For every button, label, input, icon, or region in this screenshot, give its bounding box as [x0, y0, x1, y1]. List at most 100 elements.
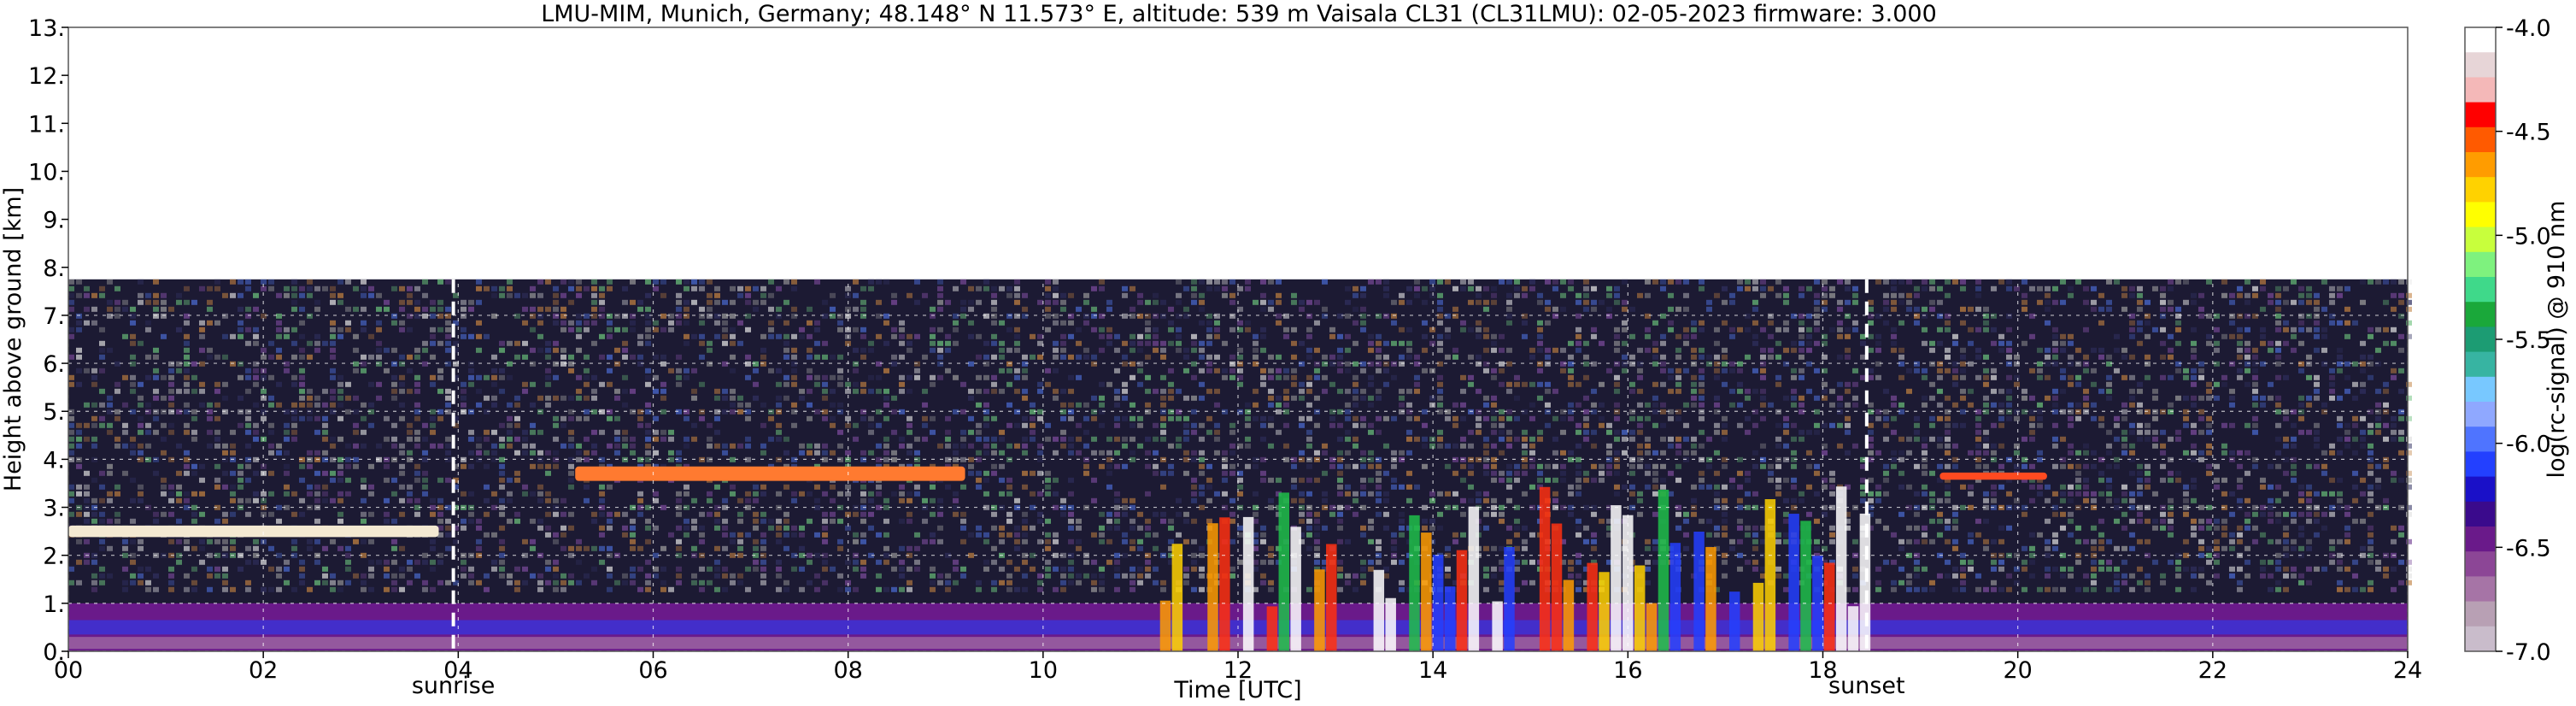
signal-cell	[468, 333, 474, 339]
signal-cell	[99, 415, 105, 421]
signal-cell	[91, 573, 97, 579]
signal-cell	[299, 477, 305, 483]
signal-cell	[376, 395, 382, 401]
signal-cell	[161, 477, 167, 483]
signal-cell	[345, 327, 351, 332]
signal-cell	[1353, 511, 1358, 517]
signal-cell	[107, 573, 113, 579]
signal-cell	[414, 313, 420, 319]
signal-cell	[261, 374, 267, 380]
signal-cell	[968, 306, 974, 312]
signal-cell	[1845, 333, 1851, 339]
signal-cell	[138, 573, 144, 579]
signal-cell	[314, 306, 320, 312]
signal-cell	[1099, 313, 1105, 319]
signal-cell	[883, 415, 889, 421]
signal-cell	[1183, 368, 1189, 374]
signal-cell	[1314, 395, 1320, 401]
signal-cell	[422, 456, 428, 462]
signal-cell	[991, 415, 997, 421]
signal-cell	[1476, 333, 1482, 339]
signal-cell	[1306, 347, 1312, 353]
signal-cell	[614, 415, 620, 421]
signal-cell	[1053, 586, 1059, 592]
signal-cell	[314, 580, 320, 585]
signal-cell	[645, 450, 651, 456]
signal-cell	[91, 381, 97, 387]
signal-cell	[1268, 279, 1274, 285]
signal-cell	[1053, 368, 1059, 374]
signal-cell	[437, 340, 443, 346]
signal-cell	[1106, 340, 1112, 346]
signal-cell	[1168, 559, 1174, 565]
signal-cell	[345, 463, 351, 469]
signal-cell	[1137, 340, 1143, 346]
signal-cell	[707, 443, 713, 449]
signal-cell	[1053, 504, 1059, 510]
signal-cell	[307, 285, 313, 291]
signal-cell	[714, 573, 720, 579]
signal-cell	[222, 381, 228, 387]
signal-cell	[253, 559, 259, 565]
signal-cell	[1237, 354, 1243, 360]
signal-cell	[1583, 340, 1589, 346]
signal-cell	[1522, 456, 1528, 462]
signal-cell	[299, 566, 305, 572]
signal-cell	[937, 285, 943, 291]
signal-cell	[1960, 559, 1966, 565]
signal-cell	[1898, 511, 1904, 517]
signal-cell	[684, 279, 689, 285]
signal-cell	[999, 347, 1005, 353]
signal-cell	[1099, 450, 1105, 456]
signal-cell	[1422, 333, 1428, 339]
signal-cell	[68, 333, 74, 339]
signal-cell	[1829, 504, 1835, 510]
signal-cell	[1037, 450, 1043, 456]
signal-cell	[291, 429, 297, 435]
signal-cell	[753, 518, 759, 524]
signal-cell	[276, 552, 282, 558]
signal-cell	[191, 361, 197, 367]
signal-cell	[553, 532, 559, 538]
signal-cell	[1083, 463, 1089, 469]
signal-cell	[568, 443, 574, 449]
signal-cell	[307, 545, 313, 551]
signal-cell	[1606, 450, 1612, 456]
signal-cell	[991, 559, 997, 565]
signal-cell	[522, 552, 528, 558]
signal-cell	[214, 320, 220, 326]
signal-cell	[1137, 573, 1143, 579]
signal-cell	[1137, 443, 1143, 449]
signal-cell	[207, 409, 213, 415]
signal-cell	[138, 299, 144, 305]
signal-cell	[476, 299, 482, 305]
signal-cell	[1137, 361, 1143, 367]
signal-cell	[307, 388, 313, 394]
signal-cell	[1422, 347, 1428, 353]
signal-cell	[1937, 497, 1943, 503]
signal-cell	[330, 436, 336, 442]
signal-cell	[1014, 532, 1020, 538]
signal-cell	[1099, 409, 1105, 415]
signal-cell	[637, 354, 643, 360]
signal-cell	[991, 511, 997, 517]
signal-cell	[714, 333, 720, 339]
signal-cell	[1237, 347, 1243, 353]
signal-cell	[1745, 470, 1751, 476]
signal-cell	[1537, 347, 1543, 353]
signal-cell	[684, 374, 689, 380]
signal-cell	[1745, 388, 1751, 394]
signal-cell	[1460, 327, 1466, 332]
signal-cell	[153, 395, 159, 401]
signal-cell	[1314, 518, 1320, 524]
signal-cell	[1645, 463, 1651, 469]
signal-cell	[1760, 361, 1766, 367]
signal-cell	[1952, 381, 1958, 387]
signal-cell	[1130, 566, 1135, 572]
signal-cell	[176, 368, 182, 374]
signal-cell	[130, 573, 136, 579]
signal-cell	[1314, 559, 1320, 565]
signal-cell	[899, 586, 905, 592]
signal-cell	[560, 327, 566, 332]
signal-cell	[437, 313, 443, 319]
